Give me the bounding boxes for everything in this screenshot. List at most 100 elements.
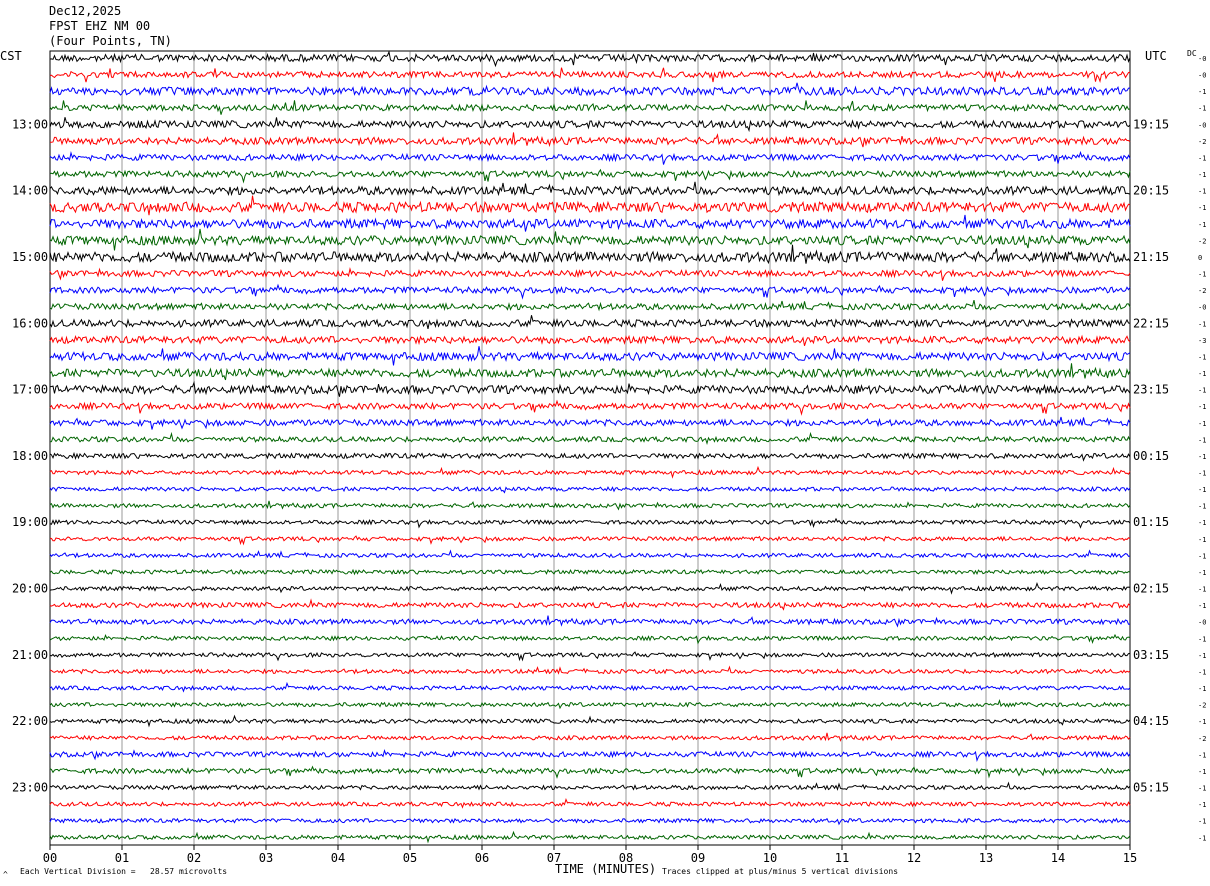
dc-offset-value: -1 — [1198, 635, 1206, 643]
dc-offset-value: -1 — [1198, 271, 1206, 279]
dc-offset-value: -1 — [1198, 801, 1206, 809]
right-hour-label: 22:15 — [1133, 316, 1169, 330]
dc-offset-value: -1 — [1198, 685, 1206, 693]
header-location: (Four Points, TN) — [49, 34, 172, 48]
dc-offset-value: -1 — [1198, 652, 1206, 660]
dc-offset-value: -1 — [1198, 171, 1206, 179]
right-timezone-label: UTC — [1145, 49, 1167, 63]
left-hour-label: 14:00 — [12, 184, 48, 198]
seismic-trace — [49, 363, 1131, 381]
dc-offset-value: -1 — [1198, 668, 1206, 676]
seismic-trace — [49, 798, 1131, 809]
dc-offset-value: -1 — [1198, 552, 1206, 560]
dc-offset-value: -0 — [1198, 121, 1206, 129]
dc-offset-value: -1 — [1198, 519, 1206, 527]
right-hour-label: 21:15 — [1133, 250, 1169, 264]
x-tick-label: 13 — [979, 851, 993, 865]
dc-offset-value: -1 — [1198, 403, 1206, 411]
x-tick-label: 14 — [1051, 851, 1065, 865]
left-hour-label: 18:00 — [12, 449, 48, 463]
seismic-trace — [49, 615, 1131, 628]
dc-offset-value: -1 — [1198, 718, 1206, 726]
left-hour-label: 19:00 — [12, 515, 48, 529]
seismic-trace — [49, 132, 1131, 148]
x-tick-label: 07 — [547, 851, 561, 865]
dc-offset-value: -1 — [1198, 470, 1206, 478]
x-tick-label: 08 — [619, 851, 633, 865]
vertical-division-note: Each Vertical Division = 28.57 microvolt… — [20, 867, 228, 876]
dc-offset-value: -3 — [1198, 337, 1206, 345]
seismic-trace — [49, 315, 1131, 330]
dc-offset-value: -2 — [1198, 138, 1206, 146]
left-timezone-label: CST — [0, 49, 22, 63]
seismic-trace — [49, 549, 1131, 561]
seismic-trace — [49, 582, 1131, 595]
x-tick-label: 04 — [331, 851, 345, 865]
seismic-trace — [49, 67, 1131, 83]
right-hour-label: 23:15 — [1133, 383, 1169, 397]
seismic-trace — [49, 283, 1131, 300]
seismic-trace — [49, 698, 1131, 710]
dc-offset-value: -1 — [1198, 221, 1206, 229]
seismic-trace — [49, 399, 1131, 416]
left-hour-label: 20:00 — [12, 582, 48, 596]
dc-offset-value: -1 — [1198, 105, 1206, 113]
seismic-trace — [49, 765, 1131, 779]
right-hour-label: 00:15 — [1133, 449, 1169, 463]
right-hour-label: 01:15 — [1133, 515, 1169, 529]
dc-offset-value: -1 — [1198, 154, 1206, 162]
dc-offset-value: -0 — [1198, 72, 1206, 80]
clip-note: Traces clipped at plus/minus 5 vertical … — [662, 867, 899, 876]
dc-offset-value: -0 — [1198, 55, 1206, 63]
seismic-trace — [49, 214, 1131, 232]
seismic-trace — [49, 665, 1131, 675]
seismic-trace — [49, 568, 1131, 576]
right-hour-label: 19:15 — [1133, 117, 1169, 131]
dc-offset-value: -1 — [1198, 387, 1206, 395]
dc-offset-value: -0 — [1198, 304, 1206, 312]
dc-offset-value: -1 — [1198, 370, 1206, 378]
seismic-trace — [49, 681, 1131, 693]
seismic-trace — [49, 244, 1131, 265]
seismic-trace — [49, 346, 1131, 366]
seismic-trace — [49, 465, 1131, 479]
seismic-trace — [49, 100, 1131, 115]
x-tick-label: 11 — [835, 851, 849, 865]
dc-offset-value: -1 — [1198, 536, 1206, 544]
dc-offset-value: 0 — [1198, 254, 1202, 262]
x-tick-label: 10 — [763, 851, 777, 865]
dc-offset-value: -1 — [1198, 486, 1206, 494]
x-tick-label: 03 — [259, 851, 273, 865]
seismic-trace — [49, 451, 1131, 462]
seismic-trace — [49, 633, 1131, 645]
plot-frame — [49, 50, 1131, 846]
header-station: FPST EHZ NM 00 — [49, 19, 151, 33]
left-hour-label: 22:00 — [12, 714, 48, 728]
dc-offset-value: -2 — [1198, 735, 1206, 743]
right-hour-label: 04:15 — [1133, 714, 1169, 728]
dc-offset-value: -1 — [1198, 204, 1206, 212]
seismic-trace — [49, 535, 1131, 546]
seismic-trace — [49, 168, 1131, 184]
x-tick-label: 00 — [43, 851, 57, 865]
right-hour-label: 05:15 — [1133, 781, 1169, 795]
x-tick-label: 06 — [475, 851, 489, 865]
dc-offset-value: -2 — [1198, 287, 1206, 295]
dc-offset-value: -1 — [1198, 768, 1206, 776]
seismic-trace — [49, 50, 1131, 68]
seismic-trace — [49, 781, 1131, 791]
seismic-trace — [49, 82, 1131, 97]
seismic-trace — [49, 830, 1131, 844]
dc-offset-value: -1 — [1198, 602, 1206, 610]
left-hour-label: 15:00 — [12, 250, 48, 264]
seismic-trace — [49, 748, 1131, 763]
corner-mark: ^ — [3, 870, 8, 879]
x-tick-label: 09 — [691, 851, 705, 865]
seismic-trace — [49, 500, 1131, 511]
x-tick-label: 01 — [115, 851, 129, 865]
dc-offset-value: -1 — [1198, 818, 1206, 826]
dc-offset-value: -1 — [1198, 320, 1206, 328]
dc-offset-value: -1 — [1198, 586, 1206, 594]
seismic-trace — [49, 817, 1131, 826]
